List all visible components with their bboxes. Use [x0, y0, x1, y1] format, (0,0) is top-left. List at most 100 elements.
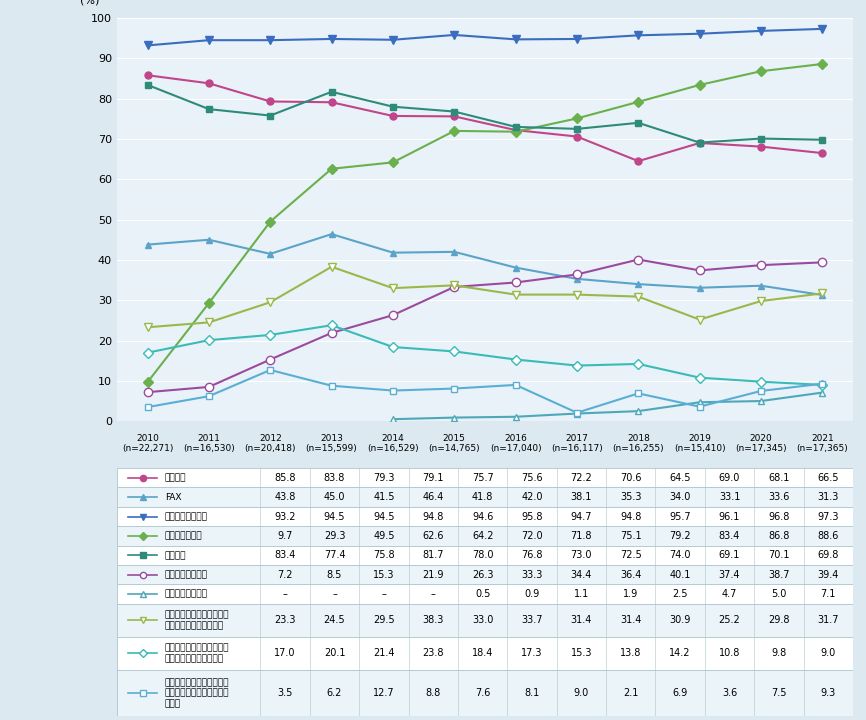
Text: 96.8: 96.8 [768, 511, 790, 521]
Text: 7.5: 7.5 [772, 688, 786, 698]
Text: 75.6: 75.6 [521, 473, 543, 482]
Text: 2015
(n=14,765): 2015 (n=14,765) [429, 434, 480, 453]
Text: スマートフォン: スマートフォン [165, 531, 203, 541]
Text: 41.5: 41.5 [373, 492, 395, 502]
Text: 2014
(n=16,529): 2014 (n=16,529) [367, 434, 419, 453]
Text: 79.2: 79.2 [669, 531, 691, 541]
Text: 38.1: 38.1 [571, 492, 592, 502]
Text: 79.1: 79.1 [423, 473, 444, 482]
Text: 1.9: 1.9 [624, 589, 638, 599]
Text: 9.3: 9.3 [821, 688, 836, 698]
Text: 73.0: 73.0 [571, 550, 592, 560]
Text: 95.7: 95.7 [669, 511, 691, 521]
Text: 72.2: 72.2 [571, 473, 592, 482]
Text: 2019
(n=15,410): 2019 (n=15,410) [674, 434, 726, 453]
Text: 41.8: 41.8 [472, 492, 494, 502]
Text: 31.7: 31.7 [818, 616, 839, 626]
Text: 94.8: 94.8 [423, 511, 444, 521]
Text: 75.1: 75.1 [620, 531, 642, 541]
Text: 69.0: 69.0 [719, 473, 740, 482]
Text: 69.8: 69.8 [818, 550, 839, 560]
Text: 31.4: 31.4 [571, 616, 592, 626]
Text: 6.9: 6.9 [673, 688, 688, 698]
Text: インターネットに接続でき
る家庭用テレビゲーム機: インターネットに接続でき る家庭用テレビゲーム機 [165, 611, 229, 630]
Text: 31.3: 31.3 [818, 492, 839, 502]
Text: 7.1: 7.1 [821, 589, 836, 599]
Text: 97.3: 97.3 [818, 511, 839, 521]
Text: 0.9: 0.9 [525, 589, 540, 599]
Text: 46.4: 46.4 [423, 492, 444, 502]
Text: 2016
(n=17,040): 2016 (n=17,040) [490, 434, 541, 453]
Text: FAX: FAX [165, 492, 181, 502]
Text: 70.6: 70.6 [620, 473, 642, 482]
Text: 49.5: 49.5 [373, 531, 395, 541]
Text: 2.5: 2.5 [672, 589, 688, 599]
Text: 33.6: 33.6 [768, 492, 790, 502]
Text: 2021
(n=17,365): 2021 (n=17,365) [797, 434, 848, 453]
Text: 2010
(n=22,271): 2010 (n=22,271) [122, 434, 173, 453]
Text: 93.2: 93.2 [275, 511, 296, 521]
Text: 85.8: 85.8 [275, 473, 296, 482]
Text: 25.2: 25.2 [719, 616, 740, 626]
Text: 39.4: 39.4 [818, 570, 839, 580]
Text: 8.1: 8.1 [525, 688, 540, 698]
Text: 9.7: 9.7 [277, 531, 293, 541]
Text: 6.2: 6.2 [326, 688, 342, 698]
Text: 9.0: 9.0 [821, 648, 836, 658]
Text: ウェアラブル端末: ウェアラブル端末 [165, 590, 208, 598]
Text: インターネットに接続でき
る携帯型音楽プレイヤー: インターネットに接続でき る携帯型音楽プレイヤー [165, 644, 229, 663]
Text: タブレット型端末: タブレット型端末 [165, 570, 208, 579]
Text: 29.3: 29.3 [324, 531, 346, 541]
Text: 68.1: 68.1 [768, 473, 790, 482]
Text: –: – [431, 589, 436, 599]
Text: 38.7: 38.7 [768, 570, 790, 580]
Text: 14.2: 14.2 [669, 648, 691, 658]
Text: 74.0: 74.0 [669, 550, 691, 560]
Text: 4.7: 4.7 [722, 589, 737, 599]
Text: 2013
(n=15,599): 2013 (n=15,599) [306, 434, 358, 453]
Text: 72.0: 72.0 [521, 531, 543, 541]
Text: 1.1: 1.1 [574, 589, 589, 599]
Text: 2011
(n=16,530): 2011 (n=16,530) [183, 434, 235, 453]
Text: 83.8: 83.8 [324, 473, 346, 482]
Text: 35.3: 35.3 [620, 492, 642, 502]
Text: 2018
(n=16,255): 2018 (n=16,255) [612, 434, 664, 453]
Text: 5.0: 5.0 [772, 589, 786, 599]
Text: 40.1: 40.1 [669, 570, 691, 580]
Text: 72.5: 72.5 [620, 550, 642, 560]
Text: パソコン: パソコン [165, 551, 186, 560]
Text: 45.0: 45.0 [324, 492, 346, 502]
Text: 7.6: 7.6 [475, 688, 490, 698]
Text: 83.4: 83.4 [719, 531, 740, 541]
Text: 77.4: 77.4 [324, 550, 346, 560]
Text: 12.7: 12.7 [373, 688, 395, 698]
Text: 18.4: 18.4 [472, 648, 494, 658]
Text: 81.7: 81.7 [423, 550, 444, 560]
Text: 24.5: 24.5 [324, 616, 346, 626]
Text: 10.8: 10.8 [719, 648, 740, 658]
Text: 8.5: 8.5 [326, 570, 342, 580]
Text: 33.1: 33.1 [719, 492, 740, 502]
Text: 23.3: 23.3 [275, 616, 296, 626]
Text: 95.8: 95.8 [521, 511, 543, 521]
Text: その他インターネットに接
続できる家電（スマート家
電）等: その他インターネットに接 続できる家電（スマート家 電）等 [165, 678, 229, 708]
Text: 42.0: 42.0 [521, 492, 543, 502]
Text: 94.7: 94.7 [571, 511, 592, 521]
Text: 9.8: 9.8 [772, 648, 786, 658]
Text: 固定電話: 固定電話 [165, 473, 186, 482]
Text: 64.2: 64.2 [472, 531, 494, 541]
Text: 29.8: 29.8 [768, 616, 790, 626]
Text: 94.8: 94.8 [620, 511, 642, 521]
Text: (%): (%) [81, 0, 100, 6]
Text: 20.1: 20.1 [324, 648, 346, 658]
Text: 31.4: 31.4 [620, 616, 642, 626]
Bar [117, 507, 853, 526]
Text: 75.7: 75.7 [472, 473, 494, 482]
Text: 62.6: 62.6 [423, 531, 444, 541]
Text: –: – [282, 589, 288, 599]
Text: 21.4: 21.4 [373, 648, 395, 658]
Text: 30.9: 30.9 [669, 616, 691, 626]
Text: 79.3: 79.3 [373, 473, 395, 482]
Text: 94.5: 94.5 [373, 511, 395, 521]
Bar [117, 604, 853, 636]
